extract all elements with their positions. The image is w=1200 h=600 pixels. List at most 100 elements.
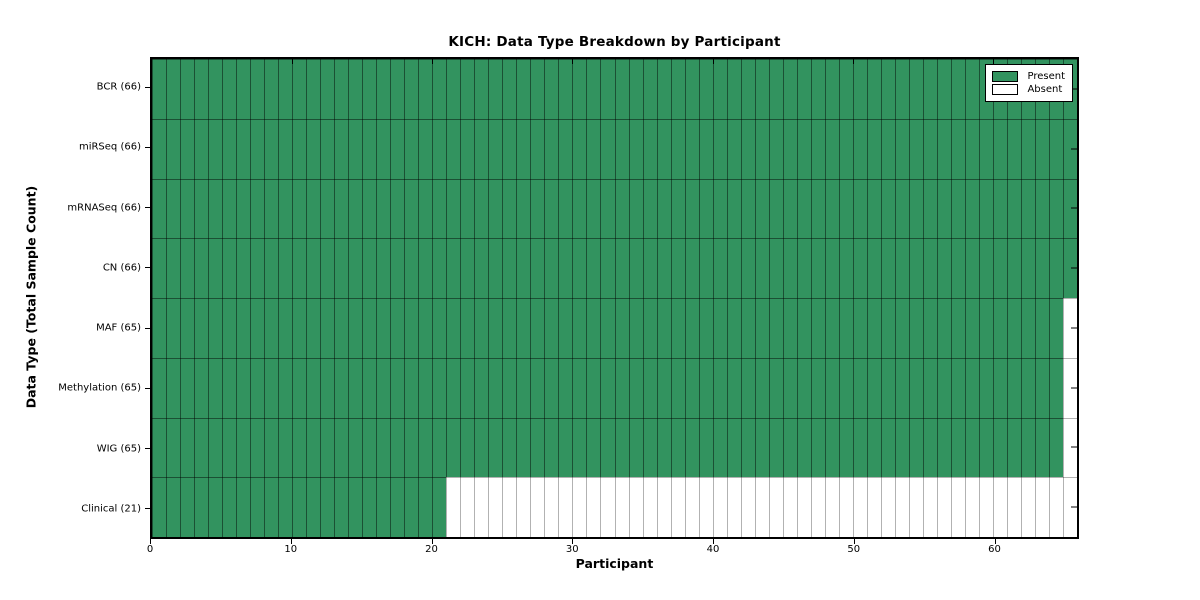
- matrix-cell: [670, 178, 685, 239]
- matrix-cell: [922, 298, 937, 358]
- matrix-cell: [334, 357, 349, 418]
- matrix-cell: [376, 298, 391, 358]
- matrix-cell: [726, 298, 741, 358]
- matrix-cell: [572, 357, 587, 418]
- matrix-cell: [824, 238, 839, 298]
- matrix-cell: [894, 417, 909, 478]
- matrix-cell: [670, 238, 685, 298]
- matrix-cell: [390, 178, 405, 239]
- matrix-cell: [754, 477, 769, 537]
- matrix-cell: [740, 178, 755, 239]
- matrix-cell: [460, 118, 475, 179]
- matrix-cell: [614, 118, 629, 179]
- matrix-cell: [474, 417, 489, 478]
- matrix-cell: [796, 417, 811, 478]
- matrix-cell: [866, 238, 881, 298]
- matrix-cell: [292, 477, 307, 537]
- matrix-cell: [810, 118, 825, 179]
- matrix-cell: [544, 477, 559, 537]
- matrix-cell: [432, 298, 447, 358]
- matrix-cell: [600, 59, 615, 119]
- matrix-cell: [656, 417, 671, 478]
- matrix-cell: [362, 238, 377, 298]
- matrix-cell: [740, 59, 755, 119]
- matrix-cell: [838, 357, 853, 418]
- matrix-cell: [208, 59, 223, 119]
- matrix-cell: [404, 477, 419, 537]
- matrix-cell: [992, 477, 1007, 537]
- matrix-cell: [572, 238, 587, 298]
- matrix-cell: [824, 477, 839, 537]
- matrix-cell: [152, 477, 166, 537]
- matrix-cell: [558, 238, 573, 298]
- y-tick-label: WIG (65): [96, 443, 141, 455]
- matrix-cell: [1034, 477, 1049, 537]
- matrix-cell: [670, 357, 685, 418]
- matrix-cell: [376, 59, 391, 119]
- matrix-cell: [502, 357, 517, 418]
- matrix-cell: [390, 59, 405, 119]
- matrix-cell: [1062, 477, 1077, 537]
- matrix-cell: [614, 417, 629, 478]
- matrix-cell: [922, 238, 937, 298]
- matrix-cell: [334, 238, 349, 298]
- matrix-cell: [348, 417, 363, 478]
- matrix-cell: [740, 238, 755, 298]
- matrix-cell: [852, 477, 867, 537]
- matrix-cell: [348, 59, 363, 119]
- matrix-cell: [852, 178, 867, 239]
- matrix-cell: [880, 357, 895, 418]
- matrix-cell: [152, 298, 166, 358]
- matrix-cell: [320, 417, 335, 478]
- matrix-cell: [474, 59, 489, 119]
- matrix-cell: [250, 178, 265, 239]
- matrix-cell: [614, 59, 629, 119]
- matrix-cell: [922, 357, 937, 418]
- x-tick-mark: [994, 539, 996, 544]
- matrix-cell: [208, 357, 223, 418]
- matrix-cell: [474, 298, 489, 358]
- matrix-cell: [1062, 417, 1077, 478]
- matrix-cell: [726, 417, 741, 478]
- matrix-cell: [768, 417, 783, 478]
- matrix-cell: [166, 357, 181, 418]
- matrix-cell: [222, 178, 237, 239]
- matrix-cell: [880, 118, 895, 179]
- matrix-cell: [628, 118, 643, 179]
- matrix-cell: [376, 417, 391, 478]
- matrix-cell: [656, 477, 671, 537]
- matrix-cell: [684, 178, 699, 239]
- matrix-cell: [390, 417, 405, 478]
- matrix-cell: [656, 298, 671, 358]
- matrix-cell: [1006, 118, 1021, 179]
- matrix-cell: [684, 298, 699, 358]
- matrix-cell: [502, 238, 517, 298]
- legend-item-absent: Absent: [992, 84, 1065, 95]
- matrix-cell: [320, 118, 335, 179]
- matrix-cell: [586, 178, 601, 239]
- matrix-cell: [852, 357, 867, 418]
- matrix-cell: [418, 417, 433, 478]
- matrix-cell: [670, 477, 685, 537]
- matrix-cell: [194, 59, 209, 119]
- matrix-cell: [936, 477, 951, 537]
- matrix-cell: [432, 178, 447, 239]
- matrix-cell: [320, 477, 335, 537]
- matrix-cell: [1020, 357, 1035, 418]
- matrix-cell: [558, 357, 573, 418]
- matrix-cell: [404, 238, 419, 298]
- matrix-cell: [222, 59, 237, 119]
- matrix-cell: [838, 417, 853, 478]
- matrix-cell: [152, 238, 166, 298]
- matrix-cell: [796, 59, 811, 119]
- matrix-cell: [698, 477, 713, 537]
- matrix-cell: [656, 238, 671, 298]
- matrix-cell: [334, 477, 349, 537]
- y-tick-mark: [145, 267, 150, 269]
- matrix-cell: [250, 118, 265, 179]
- matrix-cell: [404, 417, 419, 478]
- matrix-cell: [852, 118, 867, 179]
- matrix-cell: [544, 357, 559, 418]
- matrix-cell: [754, 59, 769, 119]
